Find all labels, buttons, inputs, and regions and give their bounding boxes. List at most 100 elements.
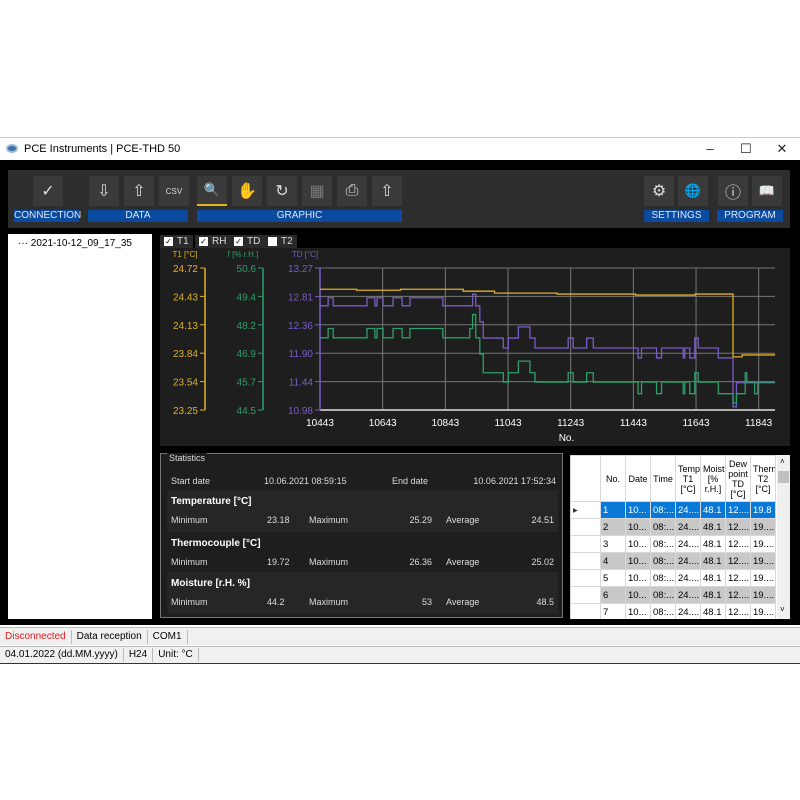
table-cell[interactable]: 48.1 xyxy=(700,586,726,604)
table-cell[interactable]: 19.... xyxy=(750,552,776,570)
table-cell[interactable]: 19.... xyxy=(750,535,776,553)
table-cell[interactable]: 12.... xyxy=(725,535,751,553)
table-row[interactable]: 7 10... 08:... 24.... 48.1 12.... 19.... xyxy=(570,603,776,619)
import-icon[interactable]: ⇩ xyxy=(89,176,119,206)
table-row[interactable]: ▸ 1 10... 08:... 24.... 48.1 12.... 19.8 xyxy=(570,501,776,519)
chart-panel[interactable]: 10443 10643 10843 11043 11243 11443 11643 11843… xyxy=(160,248,790,446)
row-selector[interactable] xyxy=(570,586,601,604)
pan-hand-icon[interactable]: ✋ xyxy=(232,176,262,206)
table-row[interactable]: 3 10... 08:... 24.... 48.1 12.... 19.... xyxy=(570,535,776,553)
export-icon[interactable]: ⇧ xyxy=(124,176,154,206)
table-cell[interactable]: 24.... xyxy=(675,552,701,570)
reset-icon[interactable]: ↻ xyxy=(267,176,297,206)
toggle-t1[interactable]: ✓ T1 xyxy=(160,235,193,248)
table-cell[interactable]: 08:... xyxy=(650,501,676,519)
row-selector[interactable] xyxy=(570,569,601,587)
table-cell[interactable]: 24.... xyxy=(675,569,701,587)
table-cell[interactable]: 24.... xyxy=(675,535,701,553)
column-header[interactable]: Temp T1 [°C] xyxy=(675,455,701,502)
table-cell[interactable]: 10... xyxy=(625,603,651,619)
zoom-icon[interactable]: 🔍 xyxy=(197,176,227,206)
row-selector[interactable]: ▸ xyxy=(570,501,601,519)
manual-book-icon[interactable]: 📖 xyxy=(752,176,782,206)
column-header[interactable]: Moist [% r.H.] xyxy=(700,455,726,502)
table-cell[interactable]: 24.... xyxy=(675,603,701,619)
table-cell[interactable]: 08:... xyxy=(650,586,676,604)
table-cell[interactable]: 19.... xyxy=(750,569,776,587)
table-cell[interactable]: 7 xyxy=(600,603,626,619)
table-cell[interactable]: 48.1 xyxy=(700,603,726,619)
table-cell[interactable]: 5 xyxy=(600,569,626,587)
table-cell[interactable]: 10... xyxy=(625,586,651,604)
table-cell[interactable]: 12.... xyxy=(725,603,751,619)
scroll-down-icon[interactable]: ˅ xyxy=(780,605,785,614)
row-selector[interactable] xyxy=(570,535,601,553)
table-cell[interactable]: 08:... xyxy=(650,535,676,553)
globe-icon[interactable]: 🌐 xyxy=(678,176,708,206)
table-cell[interactable]: 10... xyxy=(625,535,651,553)
table-row[interactable]: 4 10... 08:... 24.... 48.1 12.... 19.... xyxy=(570,552,776,570)
table-cell[interactable]: 48.1 xyxy=(700,535,726,553)
csv-export-icon[interactable]: CSV xyxy=(159,176,189,206)
table-cell[interactable]: 6 xyxy=(600,586,626,604)
close-button[interactable]: ✕ xyxy=(776,141,788,156)
line-chart[interactable]: 10443 10643 10843 11043 11243 11443 11643 11843… xyxy=(160,248,790,446)
row-selector[interactable] xyxy=(570,552,601,570)
row-selector[interactable] xyxy=(570,603,601,619)
avg-label: Average xyxy=(446,515,480,525)
table-cell[interactable]: 12.... xyxy=(725,552,751,570)
table-cell[interactable]: 48.1 xyxy=(700,552,726,570)
gear-icon[interactable]: ⚙ xyxy=(644,176,674,206)
table-cell[interactable]: 10... xyxy=(625,569,651,587)
table-cell[interactable]: 12.... xyxy=(725,518,751,536)
table-cell[interactable]: 19.... xyxy=(750,586,776,604)
tree-item[interactable]: ··· 2021-10-12_09_17_35 xyxy=(18,238,132,249)
table-cell[interactable]: 19.... xyxy=(750,603,776,619)
table-row[interactable]: 6 10... 08:... 24.... 48.1 12.... 19.... xyxy=(570,586,776,604)
toggle-t2[interactable]: T2 xyxy=(264,235,297,248)
connect-icon[interactable]: ✓ xyxy=(33,176,63,206)
table-row[interactable]: 5 10... 08:... 24.... 48.1 12.... 19.... xyxy=(570,569,776,587)
toggle-td[interactable]: ✓ TD xyxy=(230,235,265,248)
column-header[interactable]: Date xyxy=(625,455,651,502)
save-graphic-icon[interactable]: ⇧ xyxy=(372,176,402,206)
table-cell[interactable]: 08:... xyxy=(650,603,676,619)
table-cell[interactable]: 1 xyxy=(600,501,626,519)
table-cell[interactable]: 12.... xyxy=(725,586,751,604)
grid-icon[interactable]: ▦ xyxy=(302,176,332,206)
table-cell[interactable]: 24.... xyxy=(675,518,701,536)
column-header[interactable]: Therm T2 [°C] xyxy=(750,455,776,502)
table-row[interactable]: 2 10... 08:... 24.... 48.1 12.... 19.... xyxy=(570,518,776,536)
minimize-button[interactable]: – xyxy=(706,141,714,156)
table-cell[interactable]: 08:... xyxy=(650,552,676,570)
table-cell[interactable]: 10... xyxy=(625,518,651,536)
table-cell[interactable]: 3 xyxy=(600,535,626,553)
table-cell[interactable]: 08:... xyxy=(650,569,676,587)
info-icon[interactable]: ⓘ xyxy=(718,176,748,206)
data-table[interactable]: No. Date Time Temp T1 [°C] Moist [% r.H.] Dew… xyxy=(570,455,790,619)
table-cell[interactable]: 2 xyxy=(600,518,626,536)
table-cell[interactable]: 12.... xyxy=(725,569,751,587)
table-cell[interactable]: 48.1 xyxy=(700,518,726,536)
table-cell[interactable]: 4 xyxy=(600,552,626,570)
table-cell[interactable]: 24.... xyxy=(675,586,701,604)
column-header[interactable]: Time xyxy=(650,455,676,502)
print-icon[interactable]: ⎙ xyxy=(337,176,367,206)
scroll-up-icon[interactable]: ˄ xyxy=(780,457,785,466)
toggle-rh[interactable]: ✓ RH xyxy=(195,235,231,248)
table-cell[interactable]: 10... xyxy=(625,501,651,519)
table-scrollbar[interactable]: ˄ ˅ xyxy=(777,455,790,619)
table-cell[interactable]: 10... xyxy=(625,552,651,570)
scroll-thumb[interactable] xyxy=(778,471,789,483)
table-cell[interactable]: 48.1 xyxy=(700,569,726,587)
maximize-button[interactable]: ☐ xyxy=(740,141,752,156)
table-cell[interactable]: 19.8 xyxy=(750,501,776,519)
column-header[interactable]: No. xyxy=(600,455,626,502)
table-cell[interactable]: 19.... xyxy=(750,518,776,536)
table-cell[interactable]: 08:... xyxy=(650,518,676,536)
row-selector[interactable] xyxy=(570,518,601,536)
table-cell[interactable]: 24.... xyxy=(675,501,701,519)
column-header[interactable]: Dew point TD [°C] xyxy=(725,455,751,502)
table-cell[interactable]: 48.1 xyxy=(700,501,726,519)
table-cell[interactable]: 12.... xyxy=(725,501,751,519)
